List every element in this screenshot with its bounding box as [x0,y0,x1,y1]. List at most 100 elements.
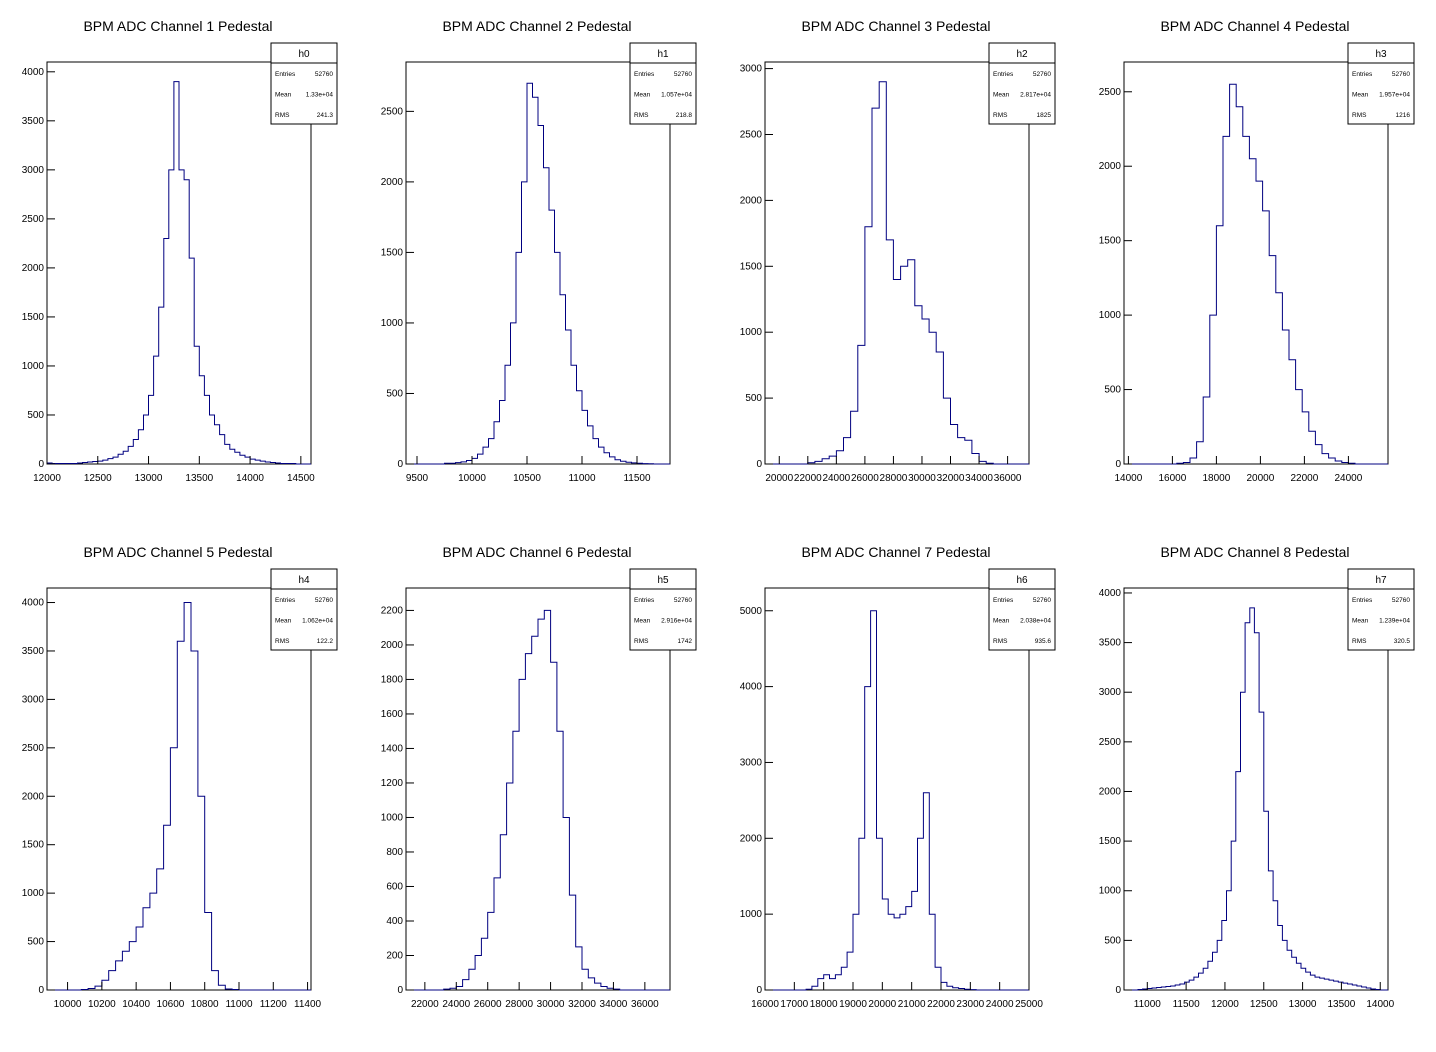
stats-mean-label: Mean [634,618,651,625]
stats-histogram-name: h1 [657,49,669,60]
stats-entries-label: Entries [275,597,296,604]
histogram-pad: BPM ADC Channel 7 Pedestal 16000 17000 1800… [740,544,1056,1010]
x-tick-label: 13000 [135,473,163,484]
stats-mean-label: Mean [1352,92,1369,99]
x-tick-label: 10000 [54,999,82,1010]
x-tick-label: 24000 [986,999,1014,1010]
y-tick-label: 2000 [740,833,763,844]
stats-histogram-name: h0 [298,49,310,60]
x-tick-label: 25000 [1015,999,1043,1010]
y-tick-label: 3000 [22,165,45,176]
stats-entries-label: Entries [1352,597,1373,604]
chart-title: BPM ADC Channel 2 Pedestal [442,18,631,34]
x-tick-label: 12500 [1250,999,1278,1010]
y-tick-label: 3000 [22,694,45,705]
y-tick-label: 3000 [740,64,763,75]
stats-box [629,42,697,125]
stats-box [1347,568,1415,651]
chart-title: BPM ADC Channel 7 Pedestal [801,544,990,560]
histogram-line [406,609,670,991]
stats-entries-label: Entries [634,71,655,78]
stats-histogram-name: h5 [657,575,669,586]
histogram-line [1124,607,1388,991]
stats-mean-label: Mean [275,92,292,99]
stats-mean-label: Mean [993,618,1010,625]
y-tick-label: 1000 [740,327,763,338]
y-tick-label: 2000 [381,640,404,651]
stats-mean-value: 2.038e+04 [1020,618,1051,625]
stats-box [270,42,338,125]
y-tick-label: 2000 [381,177,404,188]
plot-frame [1123,61,1389,465]
stats-mean-value: 2.916e+04 [661,618,692,625]
y-tick-label: 2500 [1099,737,1122,748]
x-tick-label: 10800 [191,999,219,1010]
histogram-pad: BPM ADC Channel 4 Pedestal 14000 16000 1800… [1099,18,1415,484]
stats-mean-label: Mean [275,618,292,625]
y-tick-label: 500 [27,937,44,948]
x-tick-label: 22000 [1290,473,1318,484]
histogram-line [1124,83,1388,465]
x-tick-label: 9500 [406,473,429,484]
y-tick-label: 1000 [740,909,763,920]
x-tick-label: 22000 [794,473,822,484]
stats-mean-label: Mean [1352,618,1369,625]
stats-rms-label: RMS [993,112,1008,119]
x-tick-label: 28000 [880,473,908,484]
x-tick-label: 12000 [1211,999,1239,1010]
y-tick-label: 0 [1115,459,1121,470]
y-tick-label: 0 [1115,985,1121,996]
stats-box [988,42,1056,125]
y-tick-label: 3500 [22,646,45,657]
stats-entries-label: Entries [993,71,1014,78]
stats-entries-value: 52760 [1392,71,1410,78]
x-tick-label: 11400 [294,999,322,1010]
stats-histogram-name: h4 [298,575,310,586]
y-tick-label: 1400 [381,743,404,754]
y-tick-label: 500 [1104,935,1121,946]
y-tick-label: 5000 [740,606,763,617]
stats-rms-value: 241.3 [317,112,334,119]
y-tick-label: 3000 [1099,687,1122,698]
y-tick-label: 600 [386,881,403,892]
y-tick-label: 2000 [740,195,763,206]
plot-frame [46,587,312,991]
stats-mean-value: 1.057e+04 [661,92,692,99]
y-tick-label: 500 [386,388,403,399]
y-tick-label: 800 [386,847,403,858]
x-tick-label: 36000 [994,473,1022,484]
x-tick-label: 18000 [810,999,838,1010]
y-tick-label: 2500 [22,214,45,225]
stats-mean-value: 1.957e+04 [1379,92,1410,99]
y-tick-label: 2500 [22,743,45,754]
y-tick-label: 1500 [740,261,763,272]
y-tick-label: 4000 [22,598,45,609]
x-tick-label: 13500 [185,473,213,484]
stats-rms-label: RMS [1352,638,1367,645]
stats-rms-label: RMS [275,638,290,645]
stats-entries-value: 52760 [315,71,333,78]
y-tick-label: 2500 [740,129,763,140]
y-tick-label: 2000 [1099,161,1122,172]
y-tick-label: 1500 [22,840,45,851]
stats-entries-value: 52760 [315,597,333,604]
x-tick-label: 14000 [236,473,264,484]
x-tick-label: 13500 [1328,999,1356,1010]
x-tick-label: 36000 [631,999,659,1010]
y-tick-label: 500 [1104,385,1121,396]
y-tick-label: 500 [745,393,762,404]
stats-entries-label: Entries [275,71,296,78]
x-tick-label: 22000 [927,999,955,1010]
plot-frame [764,587,1030,991]
x-tick-label: 12500 [84,473,112,484]
stats-rms-label: RMS [993,638,1008,645]
x-tick-label: 23000 [956,999,984,1010]
x-tick-label: 11000 [568,473,596,484]
stats-entries-value: 52760 [1033,597,1051,604]
x-tick-label: 11000 [1134,999,1162,1010]
y-tick-label: 4000 [1099,588,1122,599]
stats-rms-value: 320.5 [1394,638,1411,645]
